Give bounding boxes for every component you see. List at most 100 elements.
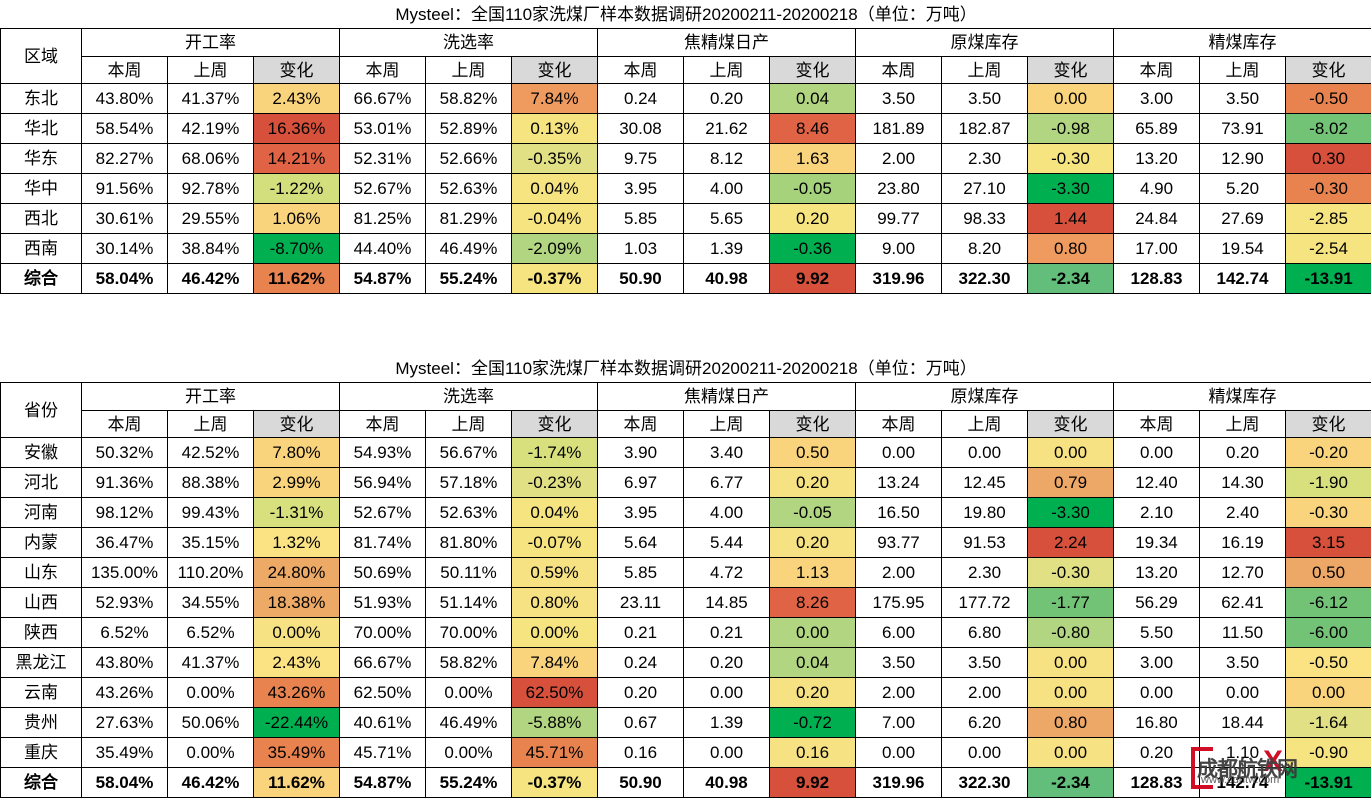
change-cell: -2.54 [1286,234,1371,264]
change-cell: 35.49% [254,738,340,768]
value-cell: 52.89% [426,114,512,144]
row-label: 贵州 [1,708,82,738]
value-cell: 0.20 [598,678,684,708]
value-cell: 50.11% [426,558,512,588]
sub-header-change: 变化 [254,57,340,84]
table2-title: Mysteel：全国110家洗煤厂样本数据调研20200211-20200218… [1,354,1371,383]
sub-header-last-week: 上周 [1200,57,1286,84]
value-cell: 2.00 [942,678,1028,708]
value-cell: 3.50 [942,648,1028,678]
change-cell: 0.00 [1286,678,1371,708]
value-cell: 3.95 [598,498,684,528]
value-cell: 12.90 [1200,144,1286,174]
group-header-yuanmeikucun: 原煤库存 [856,29,1114,57]
value-cell: 18.44 [1200,708,1286,738]
value-cell: 3.50 [856,84,942,114]
change-cell: 2.24 [1028,528,1114,558]
sub-header-change: 变化 [1286,57,1371,84]
change-cell: 0.20 [770,528,856,558]
value-cell: 66.67% [340,84,426,114]
value-cell: 98.33 [942,204,1028,234]
change-cell: 0.80% [512,588,598,618]
value-cell: 43.80% [82,84,168,114]
value-cell: 319.96 [856,264,942,294]
change-cell: 0.00 [1028,678,1114,708]
value-cell: 42.52% [168,438,254,468]
sub-header-last-week: 上周 [684,411,770,438]
value-cell: 6.52% [82,618,168,648]
change-cell: 11.62% [254,264,340,294]
row-label: 华北 [1,114,82,144]
change-cell: 3.15 [1286,528,1371,558]
value-cell: 46.42% [168,264,254,294]
value-cell: 30.08 [598,114,684,144]
change-cell: 1.44 [1028,204,1114,234]
table1-title-row: Mysteel：全国110家洗煤厂样本数据调研20200211-20200218… [1,0,1371,29]
sub-header-change: 变化 [254,411,340,438]
value-cell: 6.00 [856,618,942,648]
value-cell: 91.56% [82,174,168,204]
value-cell: 5.50 [1114,618,1200,648]
change-cell: -1.22% [254,174,340,204]
change-cell: 0.59% [512,558,598,588]
value-cell: 16.50 [856,498,942,528]
change-cell: 7.84% [512,648,598,678]
value-cell: 11.50 [1200,618,1286,648]
value-cell: 8.20 [942,234,1028,264]
group-header-jingmeikucun: 精煤库存 [1114,383,1371,411]
value-cell: 27.10 [942,174,1028,204]
change-cell: -5.88% [512,708,598,738]
value-cell: 9.75 [598,144,684,174]
change-cell: 0.13% [512,114,598,144]
change-cell: 8.46 [770,114,856,144]
sub-header-last-week: 上周 [168,57,254,84]
value-cell: 99.43% [168,498,254,528]
value-cell: 50.90 [598,264,684,294]
group-header-jiaojingmeirichan: 焦精煤日产 [598,29,856,57]
change-cell: 1.32% [254,528,340,558]
value-cell: 55.24% [426,768,512,798]
value-cell: 30.61% [82,204,168,234]
value-cell: 2.00 [856,144,942,174]
row-label: 内蒙 [1,528,82,558]
value-cell: 41.37% [168,84,254,114]
value-cell: 5.20 [1200,174,1286,204]
value-cell: 16.80 [1114,708,1200,738]
value-cell: 70.00% [340,618,426,648]
sub-header-this-week: 本周 [82,411,168,438]
change-cell: 0.80 [1028,708,1114,738]
value-cell: 92.78% [168,174,254,204]
change-cell: 45.71% [512,738,598,768]
change-cell: -0.50 [1286,648,1371,678]
value-cell: 54.93% [340,438,426,468]
change-cell: -0.05 [770,174,856,204]
value-cell: 4.00 [684,174,770,204]
row-label: 山西 [1,588,82,618]
value-cell: 0.00 [856,738,942,768]
change-cell: 0.04 [770,648,856,678]
value-cell: 13.24 [856,468,942,498]
sub-header-change: 变化 [1028,57,1114,84]
value-cell: 181.89 [856,114,942,144]
value-cell: 93.77 [856,528,942,558]
value-cell: 0.21 [684,618,770,648]
table2-sub-header-row: 本周 上周 变化 本周 上周 变化 本周 上周 变化 本周 上周 变化 本周 上… [1,411,1371,438]
sub-header-last-week: 上周 [426,411,512,438]
change-cell: 0.00 [1028,438,1114,468]
value-cell: 3.00 [1114,648,1200,678]
change-cell: 0.04% [512,174,598,204]
value-cell: 62.50% [340,678,426,708]
value-cell: 3.50 [1200,84,1286,114]
change-cell: -2.85 [1286,204,1371,234]
value-cell: 0.00 [1200,678,1286,708]
value-cell: 4.72 [684,558,770,588]
value-cell: 54.87% [340,768,426,798]
value-cell: 177.72 [942,588,1028,618]
